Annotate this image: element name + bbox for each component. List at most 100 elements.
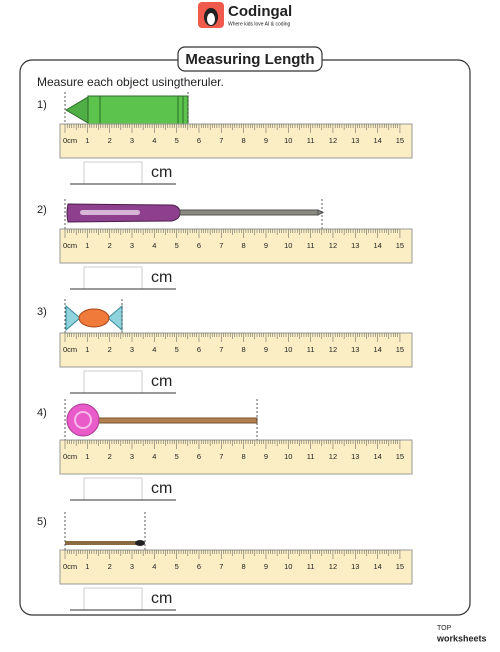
ruler-label: 15 [396, 345, 404, 354]
ruler-label: 14 [373, 452, 381, 461]
ruler-label: 12 [329, 345, 337, 354]
ruler-label: 7 [219, 452, 223, 461]
ruler-label: 7 [219, 241, 223, 250]
ruler-label: 13 [351, 241, 359, 250]
ruler-label: 15 [396, 241, 404, 250]
question-number: 4) [37, 407, 47, 419]
brand: Codingal [228, 3, 292, 20]
unit: cm [151, 373, 172, 390]
ruler-label: 5 [175, 562, 179, 571]
ruler-label: 2 [108, 452, 112, 461]
ruler-label: 4 [152, 241, 156, 250]
ruler-label: 12 [329, 562, 337, 571]
unit: cm [151, 269, 172, 286]
ruler-label: 2 [108, 241, 112, 250]
ruler-label: 5 [175, 345, 179, 354]
ruler [59, 228, 413, 264]
ruler-label: 11 [307, 345, 315, 354]
ruler-label: 9 [264, 562, 268, 571]
ruler-label: 11 [307, 241, 315, 250]
ruler-label: 5 [175, 241, 179, 250]
answer-box [83, 266, 143, 290]
ruler [59, 549, 413, 585]
ruler-label: 14 [373, 241, 381, 250]
ruler-label: 10 [284, 562, 292, 571]
ruler-label: 4 [152, 345, 156, 354]
ruler [59, 332, 413, 368]
ruler-label: 15 [396, 452, 404, 461]
ruler-label: 11 [307, 452, 315, 461]
question-number: 2) [37, 204, 47, 216]
ruler-label: 5 [175, 452, 179, 461]
ruler-label: 12 [329, 241, 337, 250]
ruler-label: 6 [197, 241, 201, 250]
ruler-label: 15 [396, 136, 404, 145]
ruler-label: 11 [307, 562, 315, 571]
answer-box [83, 477, 143, 501]
screwdriver [66, 203, 325, 223]
ruler-label: 3 [130, 562, 134, 571]
ruler-label: 14 [373, 136, 381, 145]
ruler-label: 14 [373, 345, 381, 354]
answer-box [83, 161, 143, 185]
ruler-label: 9 [264, 452, 268, 461]
lollipop [66, 403, 258, 437]
ruler-label: 3 [130, 136, 134, 145]
ruler-label: 13 [351, 452, 359, 461]
ruler-label: 3 [130, 241, 134, 250]
ruler-label: 8 [242, 452, 246, 461]
title: Measuring Length [185, 51, 314, 68]
logo-penguin-belly [207, 13, 215, 25]
ruler-label: 10 [284, 345, 292, 354]
ruler-label: 6 [197, 345, 201, 354]
ruler-label: 1 [85, 345, 89, 354]
ruler-label: 4 [152, 452, 156, 461]
ruler-label: 4 [152, 562, 156, 571]
ruler-label: 6 [197, 452, 201, 461]
ruler-label: 13 [351, 345, 359, 354]
ruler [59, 123, 413, 159]
ruler-label: 2 [108, 345, 112, 354]
ruler-label: 8 [242, 136, 246, 145]
ruler [59, 439, 413, 475]
ruler-label: 13 [351, 136, 359, 145]
ruler-label: 3 [130, 452, 134, 461]
ruler-label: 7 [219, 345, 223, 354]
ruler-label: 10 [284, 241, 292, 250]
ruler-label: 12 [329, 136, 337, 145]
ruler-label: 1 [85, 241, 89, 250]
answer-box [83, 370, 143, 394]
ruler-label: 3 [130, 345, 134, 354]
footer-top: TOP [437, 625, 452, 632]
crayon [65, 95, 189, 125]
ruler-label: 10 [284, 136, 292, 145]
ruler-label: 1 [85, 562, 89, 571]
matchstick [65, 540, 145, 546]
candy [65, 304, 123, 332]
ruler-label: 9 [264, 241, 268, 250]
ruler-label: 10 [284, 452, 292, 461]
ruler-label: 15 [396, 562, 404, 571]
ruler-label: 0cm [63, 452, 77, 461]
ruler-label: 11 [307, 136, 315, 145]
question-number: 3) [37, 306, 47, 318]
question-number: 1) [37, 99, 47, 111]
footer-brand: worksheets [436, 633, 487, 643]
tagline: Where kids love AI & coding [228, 21, 290, 27]
ruler-label: 2 [108, 136, 112, 145]
unit: cm [151, 164, 172, 181]
ruler-label: 8 [242, 241, 246, 250]
instruction: Measure each object usingtheruler. [37, 75, 224, 89]
ruler-label: 7 [219, 562, 223, 571]
ruler-label: 5 [175, 136, 179, 145]
ruler-label: 1 [85, 136, 89, 145]
ruler-label: 6 [197, 136, 201, 145]
ruler-label: 0cm [63, 136, 77, 145]
ruler-label: 6 [197, 562, 201, 571]
ruler-label: 8 [242, 345, 246, 354]
ruler-label: 2 [108, 562, 112, 571]
answer-box [83, 587, 143, 611]
ruler-label: 12 [329, 452, 337, 461]
ruler-label: 4 [152, 136, 156, 145]
